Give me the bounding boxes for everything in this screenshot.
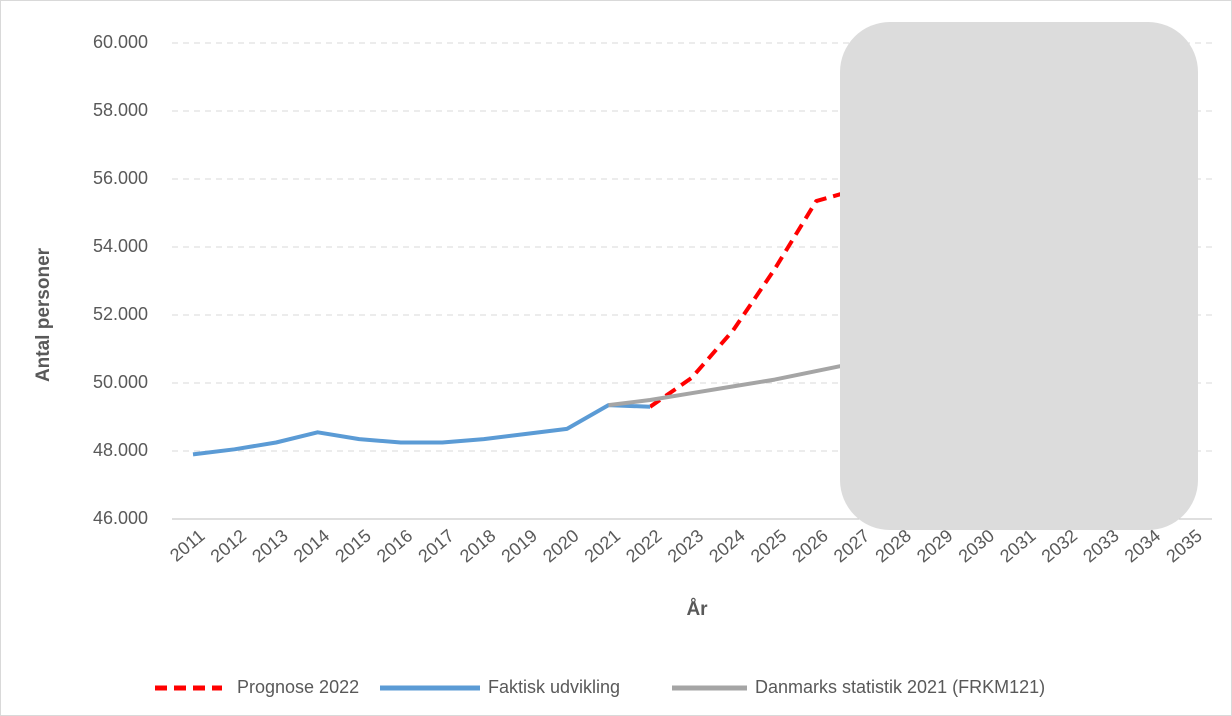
legend-label: Prognose 2022 — [237, 677, 359, 697]
y-tick-label: 50.000 — [93, 372, 148, 392]
y-tick-label: 58.000 — [93, 100, 148, 120]
legend-label: Danmarks statistik 2021 (FRKM121) — [755, 677, 1045, 697]
redaction-box — [840, 22, 1198, 530]
series-line — [608, 360, 859, 408]
y-tick-label: 48.000 — [93, 440, 148, 460]
y-tick-label: 46.000 — [93, 508, 148, 528]
y-tick-label: 52.000 — [93, 304, 148, 324]
x-axis-title: År — [686, 599, 708, 620]
legend-label: Faktisk udvikling — [488, 677, 620, 697]
y-tick-label: 56.000 — [93, 168, 148, 188]
legend: Prognose 2022 Faktisk udvikling Danmarks s… — [155, 677, 1045, 697]
series-line — [192, 403, 651, 457]
series-line — [648, 187, 859, 409]
y-tick-label: 54.000 — [93, 236, 148, 256]
y-tick-label: 60.000 — [93, 32, 148, 52]
y-axis-title: Antal personer — [33, 247, 54, 382]
